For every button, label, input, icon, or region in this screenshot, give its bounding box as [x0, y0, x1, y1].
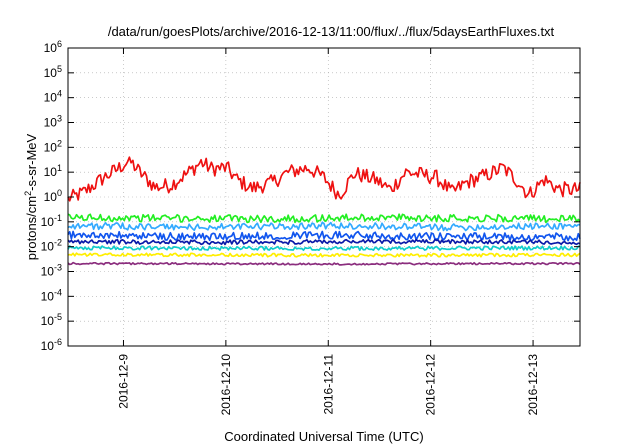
series-line-5 [67, 238, 581, 246]
y-tick-label: 100 [44, 188, 62, 204]
y-ticks: 10-6 10-5 10-4 10-3 10-2 10-1 100 101 102 103 104 1… [41, 39, 580, 353]
series-line-1 [67, 156, 581, 202]
x-tick-label: 2016-12-11 [321, 354, 335, 415]
x-tick-label: 2016-12-13 [526, 354, 540, 416]
series-line-8 [67, 261, 581, 266]
y-tick-label: 10-5 [41, 312, 62, 328]
y-tick-label: 102 [44, 138, 62, 154]
x-ticks: 2016-12-9 2016-12-10 2016-12-11 2016-12-12 2… [116, 48, 540, 415]
y-axis-title: protons/cm2-s-sr-MeV [23, 133, 39, 260]
x-tick-label: 2016-12-9 [116, 354, 130, 409]
series-line-6 [67, 245, 581, 252]
x-tick-label: 2016-12-10 [219, 354, 233, 416]
y-tick-label: 10-6 [41, 337, 62, 353]
y-tick-label: 10-1 [41, 213, 62, 229]
x-axis-title: Coordinated Universal Time (UTC) [224, 429, 423, 444]
y-tick-label: 101 [44, 163, 62, 179]
y-tick-label: 10-3 [41, 263, 62, 279]
grid [68, 48, 580, 346]
x-tick-label: 2016-12-12 [424, 354, 438, 416]
y-tick-label: 103 [44, 114, 62, 130]
series-lines [67, 156, 581, 266]
series-line-7 [67, 252, 581, 258]
series-line-4 [67, 230, 581, 242]
y-tick-label: 10-4 [41, 287, 62, 303]
series-line-3 [67, 221, 581, 232]
y-tick-label: 10-2 [41, 238, 62, 254]
y-tick-label: 105 [44, 64, 62, 80]
series-line-2 [67, 213, 581, 224]
chart-title: /data/run/goesPlots/archive/2016-12-13/1… [108, 24, 555, 39]
y-tick-label: 106 [44, 39, 62, 55]
y-tick-label: 104 [44, 89, 62, 105]
